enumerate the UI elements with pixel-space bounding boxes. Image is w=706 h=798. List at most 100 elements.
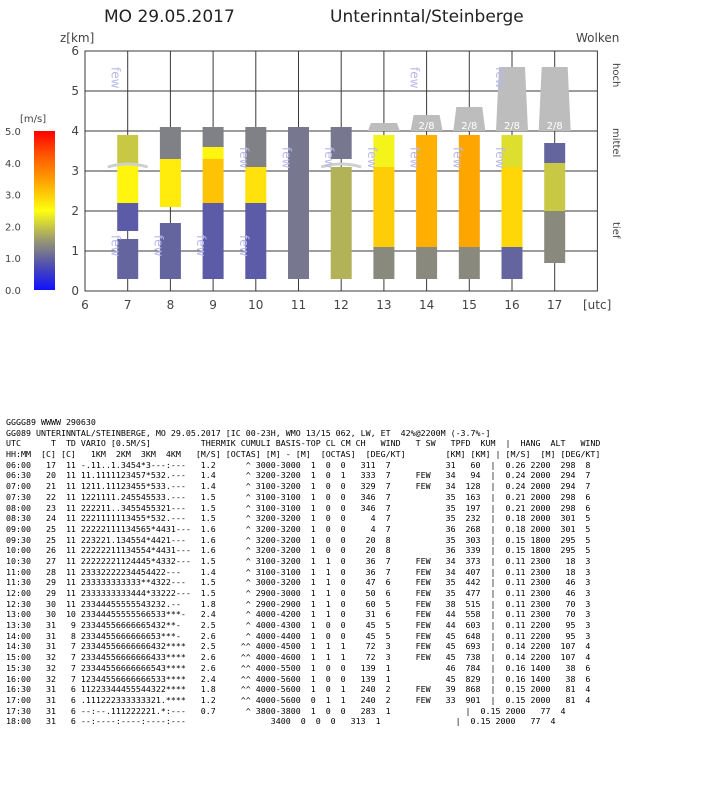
y-tick-label: 2: [71, 204, 79, 218]
x-tick-label: 14: [419, 298, 434, 312]
thermal-segment: [501, 247, 523, 279]
table-line: 14:30 31 7 23344556666666432**** 2.5 ^^ …: [6, 641, 591, 652]
thermal-segment: [202, 147, 224, 159]
table-line: 06:00 17 11 -.11..1.3454*3---:--- 1.2 ^ …: [6, 459, 591, 470]
cloud-cover-label: 2/8: [419, 121, 435, 132]
forecast-table: GGGG89 WWWW 290630 GG089 UNTERINNTAL/STEI…: [6, 417, 600, 727]
table-line: 07:00 21 11 1211.11123455*533.--- 1.4 ^ …: [6, 481, 591, 492]
table-line: 11:30 29 11 233333333333**4322--- 1.5 ^ …: [6, 577, 591, 588]
thermal-segment: [117, 135, 139, 163]
cloud-cover-block: [367, 123, 400, 131]
table-line: 15:00 32 7 23344556666666433**** 2.6 ^^ …: [6, 652, 591, 663]
x-tick-label: 17: [547, 298, 562, 312]
table-line: 13:00 30 10 23344455555566533***- 2.4 ^ …: [6, 609, 591, 620]
table-line: 09:00 25 11 22222111134565*4431--- 1.6 ^…: [6, 523, 591, 534]
thermal-segment: [416, 247, 438, 279]
x-tick-label: 9: [209, 298, 217, 312]
x-tick-label: 12: [334, 298, 349, 312]
table-line: 16:00 32 7 12344556666666533**** 2.4 ^^ …: [6, 673, 591, 684]
table-line: 09:30 25 11 223221.134554*4421--- 1.6 ^ …: [6, 534, 591, 545]
x-tick-label: 8: [167, 298, 175, 312]
cloud-few-label: few: [237, 235, 251, 257]
cloud-few-label: few: [151, 235, 165, 257]
thermal-segment: [373, 247, 395, 279]
thermal-segment: [288, 127, 309, 279]
cloud-few-label: few: [493, 147, 507, 169]
chart-date: MO 29.05.2017: [104, 7, 235, 27]
table-line: 08:00 23 11 222211..3455455321--- 1.5 ^ …: [6, 502, 591, 513]
colorbar-tick-label: 0.0: [5, 286, 21, 297]
colorbar-tick-label: 3.0: [5, 191, 21, 202]
chart-location: Unterinntal/Steinberge: [330, 7, 524, 27]
cloud-few-label: few: [109, 67, 123, 89]
thermal-segment: [117, 239, 139, 279]
x-tick-label: 6: [81, 298, 89, 312]
table-line: HH:MM [C] [C] 1KM 2KM 3KM 4KM [M/S] [OCT…: [6, 449, 601, 460]
table-line: 08:30 24 11 2221111113455*532.--- 1.5 ^ …: [6, 513, 591, 524]
table-line: 12:00 29 11 2333333333444*33222--- 1.5 ^…: [6, 588, 591, 598]
thermal-segment: [544, 211, 566, 263]
thermal-segment: [544, 143, 566, 163]
cloud-few-label: few: [109, 235, 123, 257]
y-tick-label: 4: [71, 124, 79, 138]
cloud-few-label: few: [408, 147, 422, 169]
table-line: 18:00 31 6 --:----:----:----:--- 3400 0 …: [6, 716, 556, 727]
thermal-segment: [373, 135, 395, 167]
x-tick-label: 11: [291, 298, 306, 312]
level-hoch-label: hoch: [610, 63, 621, 87]
thermal-segment: [544, 163, 566, 211]
colorbar-tick-label: 4.0: [5, 159, 21, 170]
thermal-segment: [159, 223, 181, 279]
cloud-cover-block: [410, 115, 443, 131]
y-axis-label: z[km]: [60, 31, 94, 45]
table-line: 14:00 31 8 2334455666666653***- 2.6 ^ 40…: [6, 630, 591, 641]
x-tick-label: 13: [376, 298, 391, 312]
table-line: UTC T TD VARIO [0.5M/S] THERMIK CUMULI B…: [6, 438, 601, 449]
thermal-segment: [202, 203, 224, 279]
thermal-segment: [159, 127, 181, 159]
table-line: GGGG89 WWWW 290630: [6, 417, 96, 427]
thermal-segment: [245, 167, 267, 203]
table-line: 10:00 26 11 22222211134554*4431--- 1.6 ^…: [6, 545, 591, 556]
table-line: 11:00 28 11 23332222234454422--- 1.4 ^ 3…: [6, 566, 591, 577]
haze-mark: [107, 162, 149, 169]
y-tick-label: 5: [71, 84, 79, 98]
table-line: GG089 UNTERINNTAL/STEINBERGE, MO 29.05.2…: [6, 427, 491, 438]
thermal-segment: [117, 203, 139, 231]
cloud-cover-label: 2/8: [461, 121, 477, 132]
thermal-segment: [202, 127, 224, 147]
colorbar-ticks: 0.0 1.0 2.0 3.0 4.0 5.0: [5, 127, 21, 297]
clouds-label: Wolken: [576, 31, 619, 45]
colorbar-tick-label: 5.0: [5, 127, 21, 138]
x-tick-label: 15: [462, 298, 477, 312]
x-tick-label: 16: [504, 298, 519, 312]
table-line: 15:30 32 7 23344556666666543**** 2.6 ^^ …: [6, 662, 591, 673]
table-line: 06:30 20 11 11.1111123457*532.--- 1.4 ^ …: [6, 470, 591, 481]
colorbar-tick-label: 1.0: [5, 254, 21, 265]
thermal-segment: [458, 135, 480, 247]
cloud-cover-label: 2/8: [504, 121, 520, 132]
cloud-few-label: few: [280, 147, 294, 169]
level-mittel-label: mittel: [610, 128, 621, 157]
table-line: 12:30 30 11 23344455555543232.-- 1.8 ^ 2…: [6, 598, 591, 609]
cloud-few-label: few: [237, 147, 251, 169]
table-line: 17:00 31 6 .111222333333321.**** 1.2 ^^ …: [6, 694, 591, 705]
y-tick-label: 0: [71, 284, 79, 298]
colorbar-unit: [m/s]: [20, 114, 46, 125]
table-line: 13:30 31 9 23344556666665432**- 2.5 ^ 40…: [6, 620, 591, 631]
x-axis-unit: [utc]: [583, 298, 611, 312]
plot-area: 2/8 2/8 2/8 2/8 few few few few few few few few few f…: [71, 44, 598, 312]
colorbar: [34, 131, 55, 290]
cloud-cover-block: [453, 107, 486, 131]
y-tick-label: 1: [71, 244, 79, 258]
cloud-few-label: few: [493, 67, 507, 89]
thermal-segment: [245, 127, 267, 167]
thermal-segment: [159, 159, 181, 207]
thermal-segment: [330, 127, 352, 159]
cloud-few-label: few: [365, 147, 379, 169]
thermal-segment: [202, 159, 224, 203]
table-line: 17:30 31 6 --:--.111222221.*:--- 0.7 ^ 3…: [6, 705, 566, 716]
cloud-cover-block: [538, 67, 571, 131]
cloud-few-label: few: [450, 147, 464, 169]
y-tick-label: 6: [71, 44, 79, 58]
